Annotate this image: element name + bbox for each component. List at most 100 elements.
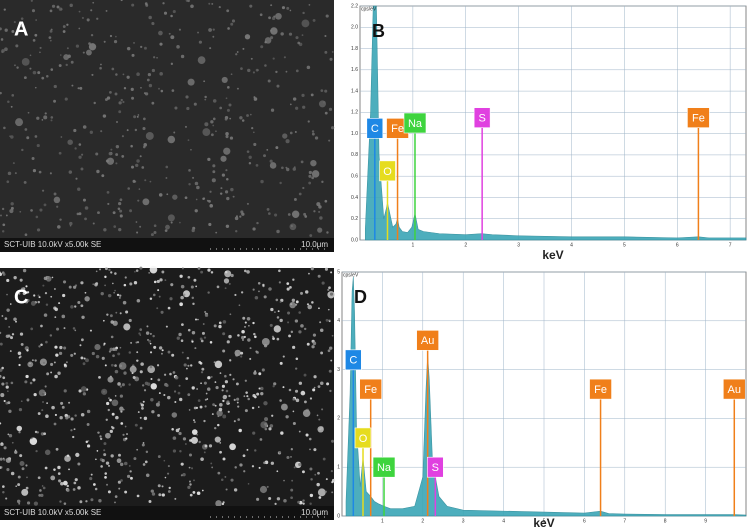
sem-grain — [96, 450, 99, 452]
sem-grain — [310, 267, 314, 271]
sem-grain — [6, 468, 10, 472]
sem-grain — [3, 399, 6, 403]
element-box — [403, 112, 427, 134]
sem-grain — [179, 450, 182, 453]
sem-grain — [253, 96, 256, 99]
sem-grain — [197, 399, 201, 402]
sem-grain — [210, 133, 214, 137]
sem-grain — [156, 56, 158, 59]
sem-grain — [210, 271, 214, 274]
sem-grain — [287, 311, 291, 315]
sem-grain — [59, 218, 62, 221]
sem-grain — [151, 410, 155, 414]
sem-grain — [253, 332, 256, 336]
sem-grain — [204, 122, 209, 127]
sem-grain — [305, 290, 309, 294]
sem-grain — [114, 495, 118, 498]
sem-grain — [302, 186, 305, 190]
sem-grain — [200, 382, 202, 385]
sem-grain — [96, 17, 99, 20]
sem-grain — [101, 458, 105, 463]
sem-grain — [57, 472, 61, 475]
sem-grain — [149, 297, 153, 300]
sem-grain — [221, 389, 224, 392]
sem-grain — [159, 278, 163, 282]
sem-grain — [230, 22, 234, 26]
sem-grain — [206, 387, 211, 391]
sem-grain — [316, 482, 320, 487]
sem-grain — [94, 343, 101, 351]
sem-grain — [78, 143, 82, 146]
sem-grain — [158, 392, 161, 395]
sem-grain — [114, 92, 118, 96]
sem-grain — [17, 483, 21, 487]
sem-grain — [263, 344, 268, 348]
sem-grain — [46, 372, 50, 376]
sem-grain — [224, 270, 228, 274]
sem-grain — [163, 373, 167, 376]
sem-grain — [227, 410, 230, 413]
sem-grain — [271, 16, 276, 21]
sem-grain — [280, 403, 288, 411]
x-axis-label: keV — [542, 248, 563, 262]
sem-grain — [164, 279, 167, 282]
sem-grain — [275, 12, 282, 20]
sem-grain — [84, 296, 90, 302]
sem-grain — [269, 162, 277, 169]
element-label: Fe — [594, 384, 607, 396]
sem-grain — [145, 450, 149, 454]
sem-grain — [109, 429, 113, 434]
sem-grain — [172, 436, 177, 440]
sem-grain — [147, 338, 149, 341]
sem-grain — [273, 15, 276, 18]
sem-grain — [292, 410, 295, 413]
sem-grain — [118, 228, 122, 232]
sem-grain — [123, 283, 127, 287]
sem-grain — [248, 162, 252, 165]
sem-grain — [9, 208, 14, 214]
sem-grain — [119, 346, 122, 349]
sem-grain — [198, 40, 202, 44]
sem-grain — [115, 346, 118, 350]
sem-grain — [330, 470, 333, 473]
sem-grain — [62, 25, 66, 28]
sem-grain — [141, 166, 145, 169]
sem-grain — [135, 269, 139, 272]
sem-grain — [64, 455, 71, 462]
sem-grain — [138, 188, 141, 190]
sem-grain — [74, 329, 77, 332]
sem-grain — [58, 64, 62, 68]
sem-grain — [295, 303, 298, 306]
sem-grain — [90, 498, 94, 502]
y-tick-label: 2.0 — [351, 25, 358, 31]
sem-grain — [86, 18, 90, 22]
sem-grain — [242, 454, 246, 458]
sem-grain — [134, 423, 138, 427]
sem-grain — [82, 392, 87, 396]
sem-grain — [223, 278, 230, 284]
sem-grain — [106, 96, 111, 100]
sem-grain — [258, 466, 261, 469]
sem-grain — [78, 10, 81, 13]
sem-grain — [290, 456, 292, 458]
sem-grain — [34, 135, 38, 138]
sem-grain — [36, 116, 40, 120]
sem-grain — [71, 84, 74, 87]
sem-grain — [239, 463, 243, 467]
sem-grain — [6, 180, 10, 184]
x-tick-label: 7 — [623, 518, 626, 524]
sem-grain — [16, 499, 21, 504]
sem-grain — [18, 431, 21, 434]
sem-grain — [219, 372, 222, 374]
sem-grain — [274, 311, 276, 314]
sem-grain — [45, 303, 49, 306]
sem-grain — [272, 385, 275, 388]
sem-grain — [224, 380, 229, 384]
sem-grain — [276, 497, 281, 501]
sem-grain — [25, 464, 28, 467]
sem-grain — [191, 429, 198, 435]
sem-grain — [37, 300, 40, 304]
sem-grain — [290, 303, 293, 306]
sem-grain — [143, 143, 147, 147]
sem-grain — [226, 178, 229, 181]
